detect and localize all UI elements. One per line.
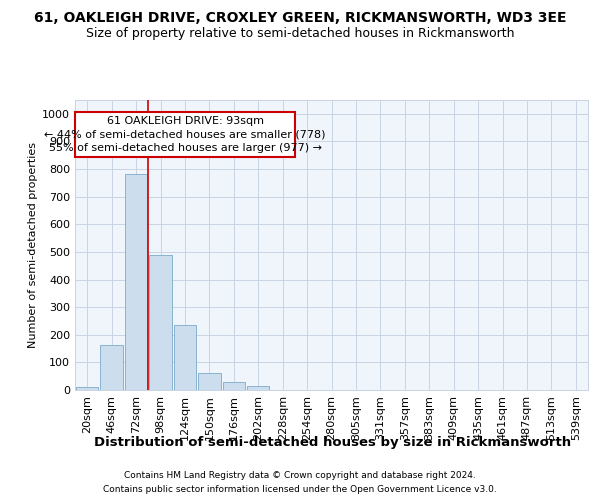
Text: Contains HM Land Registry data © Crown copyright and database right 2024.: Contains HM Land Registry data © Crown c… <box>124 472 476 480</box>
Bar <box>198 372 221 390</box>
Text: ← 44% of semi-detached houses are smaller (778): ← 44% of semi-detached houses are smalle… <box>44 130 326 140</box>
Bar <box>223 382 245 390</box>
Bar <box>173 325 196 390</box>
Bar <box>125 174 148 390</box>
Text: Distribution of semi-detached houses by size in Rickmansworth: Distribution of semi-detached houses by … <box>94 436 572 449</box>
Text: Contains public sector information licensed under the Open Government Licence v3: Contains public sector information licen… <box>103 484 497 494</box>
Text: 55% of semi-detached houses are larger (977) →: 55% of semi-detached houses are larger (… <box>49 143 322 153</box>
Text: Size of property relative to semi-detached houses in Rickmansworth: Size of property relative to semi-detach… <box>86 28 514 40</box>
Y-axis label: Number of semi-detached properties: Number of semi-detached properties <box>28 142 38 348</box>
Bar <box>100 345 123 390</box>
Bar <box>247 386 269 390</box>
Bar <box>76 387 98 390</box>
Text: 61 OAKLEIGH DRIVE: 93sqm: 61 OAKLEIGH DRIVE: 93sqm <box>107 116 263 126</box>
Bar <box>149 254 172 390</box>
Text: 61, OAKLEIGH DRIVE, CROXLEY GREEN, RICKMANSWORTH, WD3 3EE: 61, OAKLEIGH DRIVE, CROXLEY GREEN, RICKM… <box>34 11 566 25</box>
